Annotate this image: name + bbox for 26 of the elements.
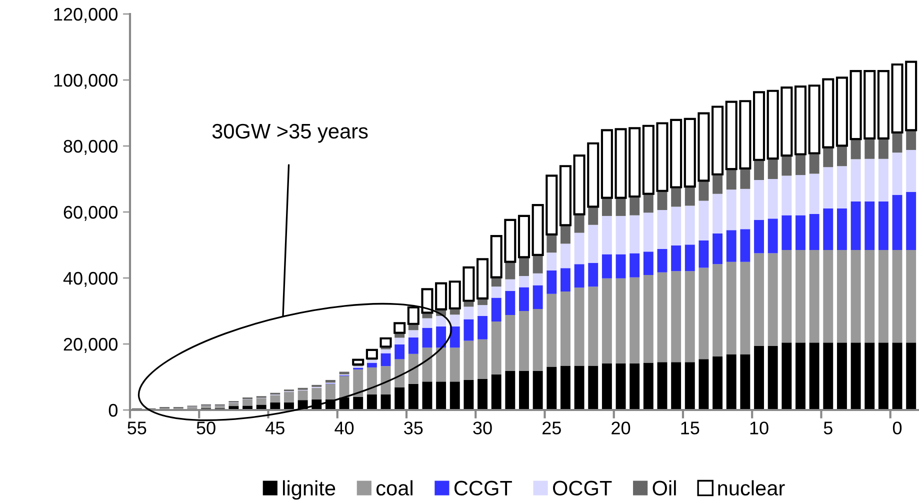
x-tick-label: 25 [542,422,561,434]
legend-label: lignite [283,480,336,500]
legend-label: coal [376,480,412,496]
x-tick-label: 50 [196,422,216,434]
y-tick-label: 80,000 [64,140,118,155]
y-tick-label: 100,000 [54,74,118,89]
y-tick-label: 0 [108,404,118,417]
annotation: 30GW >35 years [212,124,368,143]
legend-label: nuclear [718,480,785,496]
legend-label: Oil [652,480,676,496]
x-tick-label: 30 [473,422,492,434]
x-tick-label: 5 [824,422,832,434]
x-tick-label: 35 [404,422,423,434]
y-tick-label: 120,000 [54,8,118,23]
x-tick-label: 20 [612,422,630,434]
x-tick-label: 15 [681,422,700,434]
x-tick-label: 45 [266,422,284,434]
y-tick-label: 40,000 [63,272,118,287]
x-tick-label: 40 [334,422,354,434]
y-tick-label: 60,000 [64,206,118,221]
x-tick-label: 10 [750,422,768,434]
y-tick-label: 20,000 [64,338,118,353]
x-tick-label: 55 [128,422,146,434]
x-tick-label: 0 [892,422,902,434]
legend-label: OCGT [553,480,612,496]
legend-label: CCGT [454,480,512,496]
